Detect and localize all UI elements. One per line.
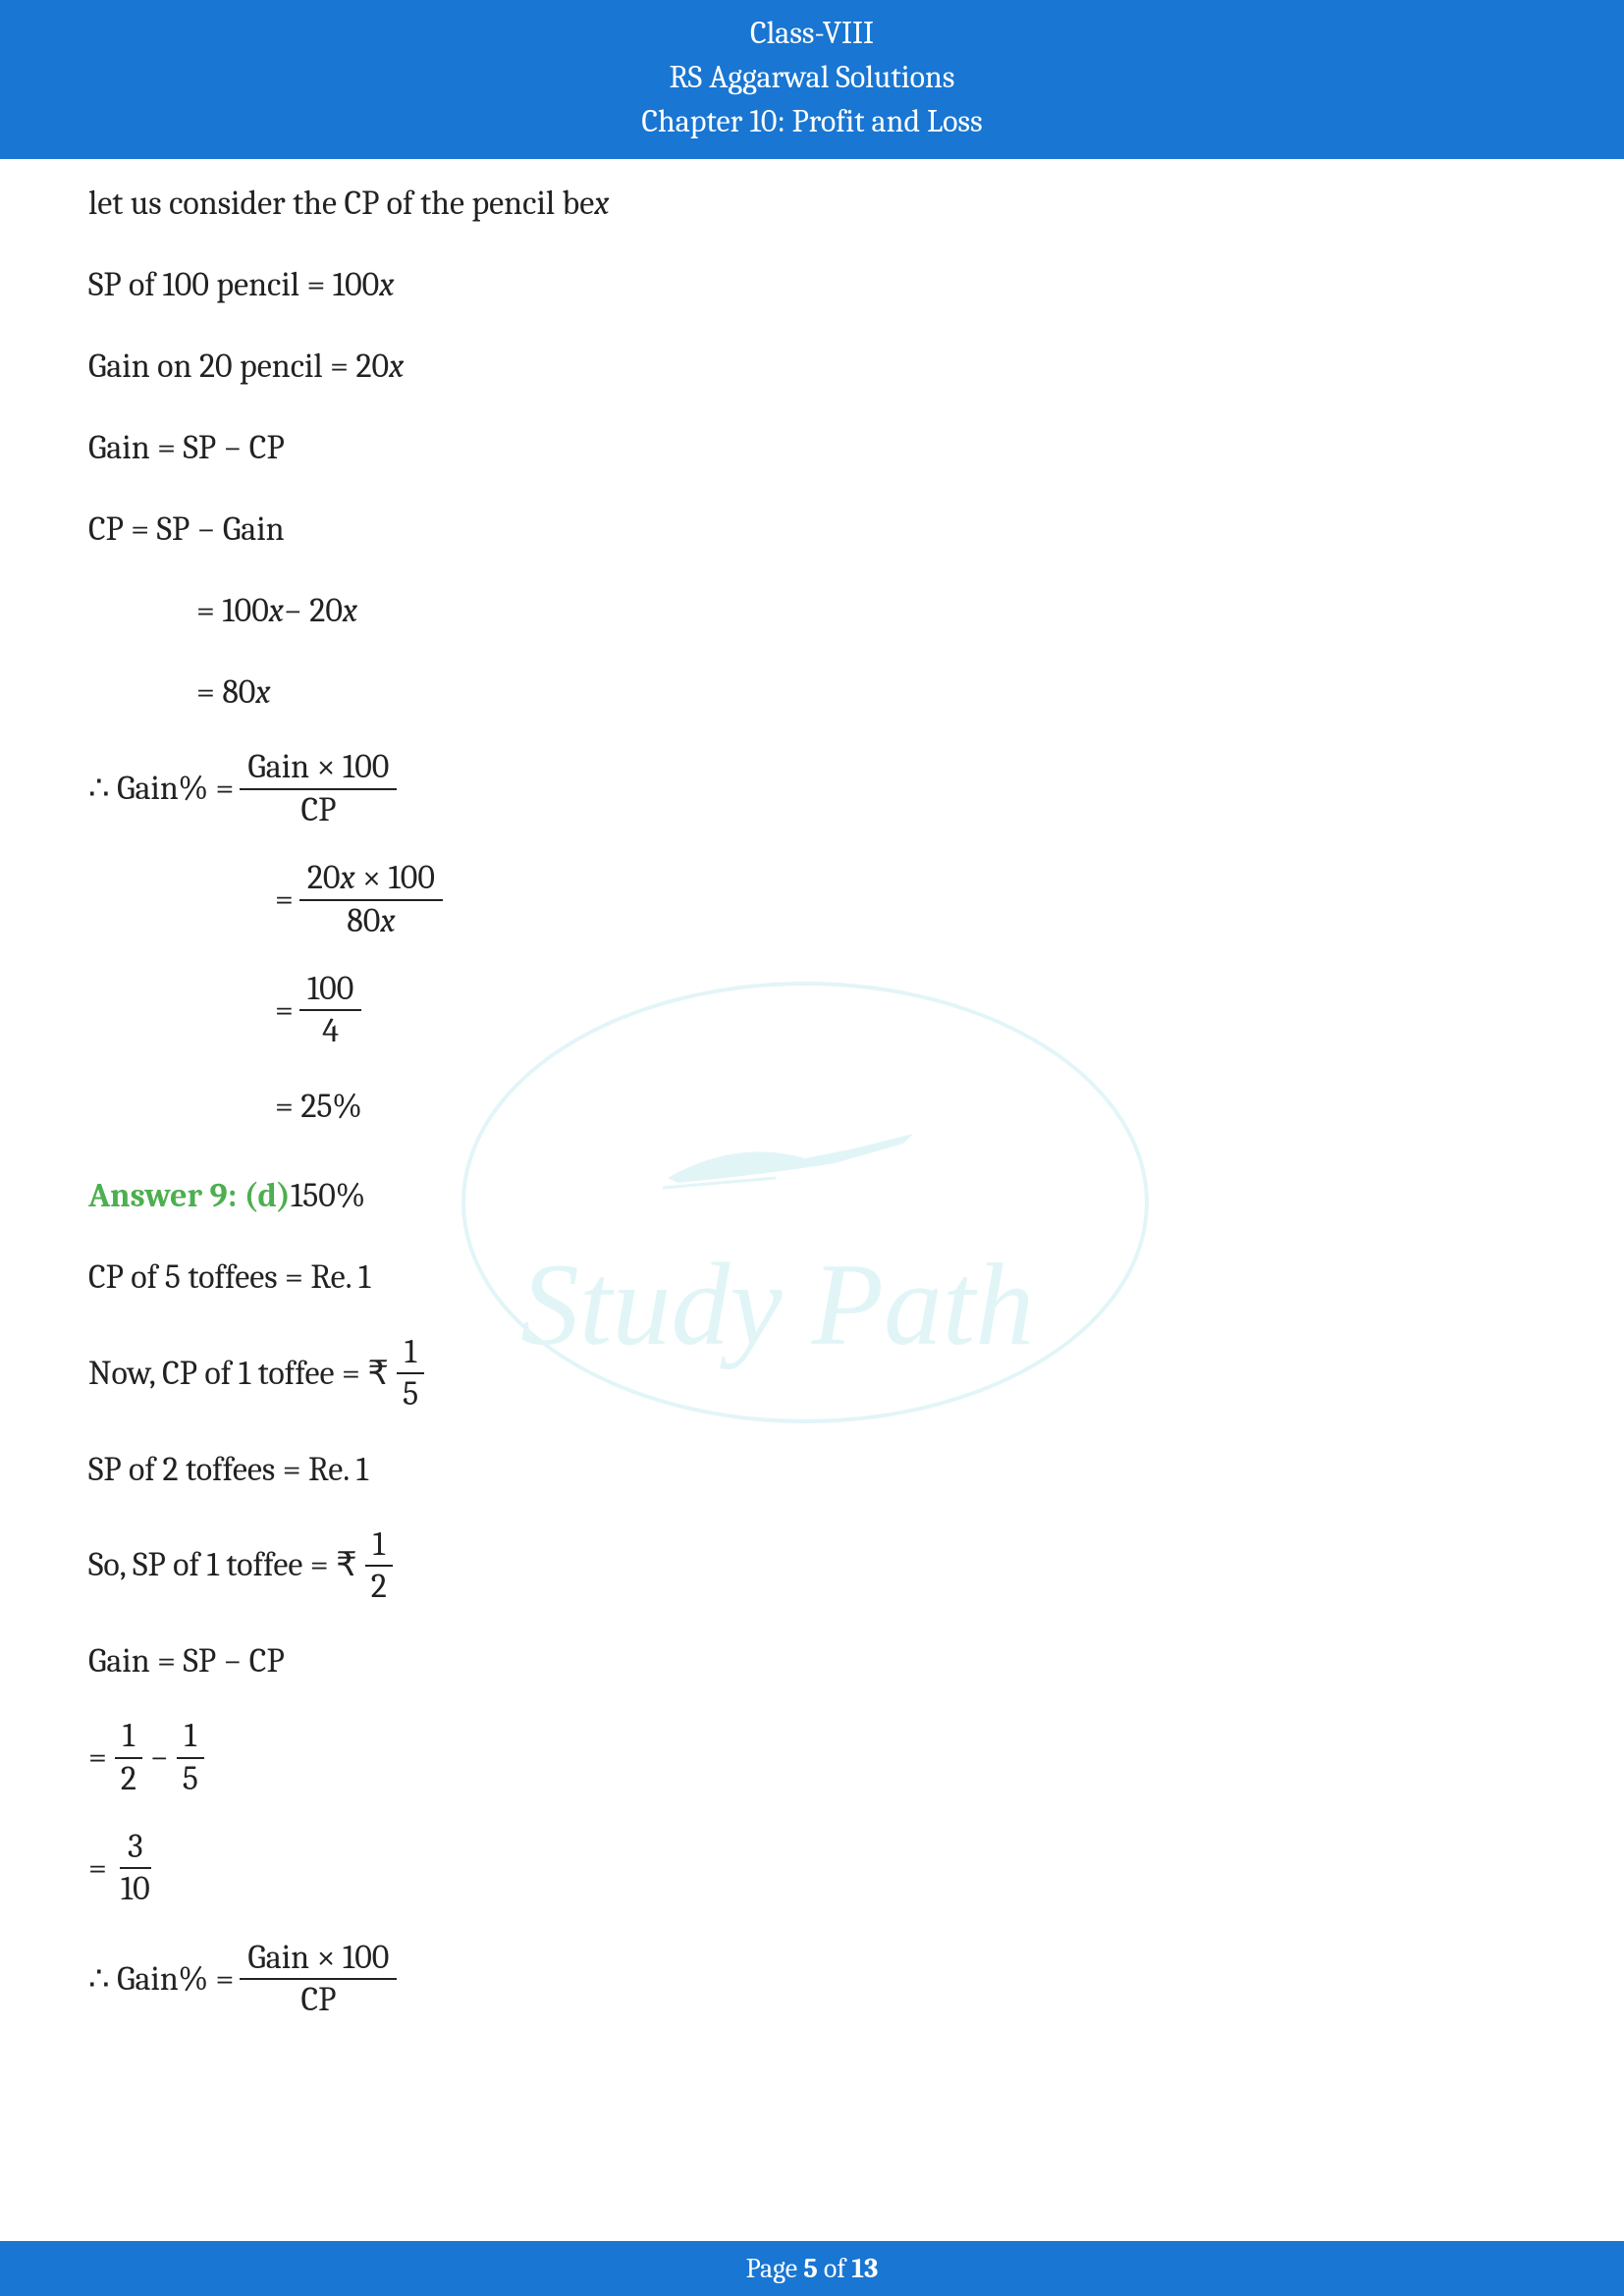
fraction: 1 5: [395, 1334, 426, 1414]
denominator: 5: [175, 1759, 206, 1797]
text: − 20: [284, 586, 343, 636]
denominator: 4: [314, 1011, 347, 1049]
text: = 25%: [275, 1082, 362, 1132]
denominator: CP: [293, 790, 344, 828]
variable-x: x: [379, 260, 394, 310]
variable-x: x: [389, 342, 404, 392]
text-line: SP of 100 pencil = 100x: [88, 260, 1536, 310]
text-line: = 100x − 20x: [88, 586, 1536, 636]
text-line: Gain = SP − CP: [88, 1636, 1536, 1686]
numerator: Gain × 100: [240, 749, 397, 789]
text: −: [150, 1733, 169, 1783]
equation-line: = 3 10: [88, 1829, 1536, 1908]
text: Now, CP of 1 toffee = ₹: [88, 1349, 389, 1399]
header-book: RS Aggarwal Solutions: [0, 56, 1624, 100]
denominator: 5: [395, 1374, 426, 1413]
numerator: 3: [120, 1829, 151, 1869]
denominator: CP: [293, 1980, 344, 2018]
text: SP of 100 pencil = 100: [88, 260, 379, 310]
text-line: Gain on 20 pencil = 20x: [88, 342, 1536, 392]
numerator: 1: [115, 1718, 142, 1758]
numerator: 1: [177, 1718, 204, 1758]
text: = 100: [196, 586, 269, 636]
text-line: CP of 5 toffees = Re. 1: [88, 1253, 1536, 1303]
text: CP of 5 toffees = Re. 1: [88, 1253, 370, 1303]
variable-x: x: [269, 586, 284, 636]
variable-x: x: [343, 586, 357, 636]
equation-line: ∴ Gain% = Gain × 100 CP: [88, 1940, 1536, 2019]
fraction: 20x × 100 80x: [299, 860, 443, 939]
header-class: Class-VIII: [0, 12, 1624, 56]
text: Gain = SP − CP: [88, 1636, 285, 1686]
text: ∴ Gain% =: [88, 1954, 234, 2004]
denominator: 80x: [339, 901, 403, 939]
fraction: Gain × 100 CP: [240, 749, 397, 828]
numerator: Gain × 100: [240, 1940, 397, 1980]
text-line: CP = SP − Gain: [88, 505, 1536, 555]
footer-total: 13: [851, 2253, 878, 2284]
equation-line: So, SP of 1 toffee = ₹ 1 2: [88, 1526, 1536, 1606]
equation-line: Now, CP of 1 toffee = ₹ 1 5: [88, 1334, 1536, 1414]
text-line: = 80x: [88, 667, 1536, 718]
page-header: Class-VIII RS Aggarwal Solutions Chapter…: [0, 0, 1624, 159]
variable-x: x: [255, 667, 270, 718]
text: =: [88, 1843, 107, 1894]
text: ∴ Gain% =: [88, 764, 234, 814]
denominator: 2: [113, 1759, 144, 1797]
equation-line: ∴ Gain% = Gain × 100 CP: [88, 749, 1536, 828]
fraction: Gain × 100 CP: [240, 1940, 397, 2019]
equation-line: = 20x × 100 80x: [88, 860, 1536, 939]
text: =: [275, 875, 294, 925]
fraction: 1 2: [113, 1718, 144, 1797]
header-chapter: Chapter 10: Profit and Loss: [0, 100, 1624, 144]
numerator: 1: [397, 1334, 424, 1374]
fraction: 1 2: [363, 1526, 395, 1606]
numerator: 1: [365, 1526, 393, 1567]
text: Gain = SP − CP: [88, 423, 285, 473]
fraction: 3 10: [113, 1829, 158, 1908]
text-line: let us consider the CP of the pencil be …: [88, 179, 1536, 229]
text: = 80: [196, 667, 255, 718]
text: CP = SP − Gain: [88, 505, 285, 555]
page-footer: Page 5 of 13: [0, 2241, 1624, 2296]
equation-line: = 100 4: [88, 971, 1536, 1050]
fraction: 1 5: [175, 1718, 206, 1797]
equation-line: = 1 2 − 1 5: [88, 1718, 1536, 1797]
footer-mid: of: [818, 2253, 852, 2284]
answer-label: Answer 9: (d): [88, 1171, 291, 1221]
answer-value: 150%: [291, 1171, 365, 1221]
text: =: [275, 986, 294, 1036]
numerator: 20x × 100: [299, 860, 443, 900]
fraction: 100 4: [299, 971, 361, 1050]
numerator: 100: [299, 971, 361, 1011]
text-line: SP of 2 toffees = Re. 1: [88, 1445, 1536, 1495]
text: Gain on 20 pencil = 20: [88, 342, 389, 392]
footer-pre: Page: [746, 2253, 804, 2284]
text-line: Gain = SP − CP: [88, 423, 1536, 473]
text: let us consider the CP of the pencil be: [88, 179, 594, 229]
denominator: 10: [113, 1869, 158, 1907]
footer-page: 5: [803, 2253, 818, 2284]
text: So, SP of 1 toffee = ₹: [88, 1540, 357, 1590]
text-line: = 25%: [88, 1082, 1536, 1132]
text: =: [88, 1733, 107, 1783]
denominator: 2: [363, 1567, 395, 1605]
content-body: let us consider the CP of the pencil be …: [0, 159, 1624, 2018]
text: SP of 2 toffees = Re. 1: [88, 1445, 368, 1495]
answer-line: Answer 9: (d) 150%: [88, 1171, 1536, 1221]
variable-x: x: [594, 179, 609, 229]
